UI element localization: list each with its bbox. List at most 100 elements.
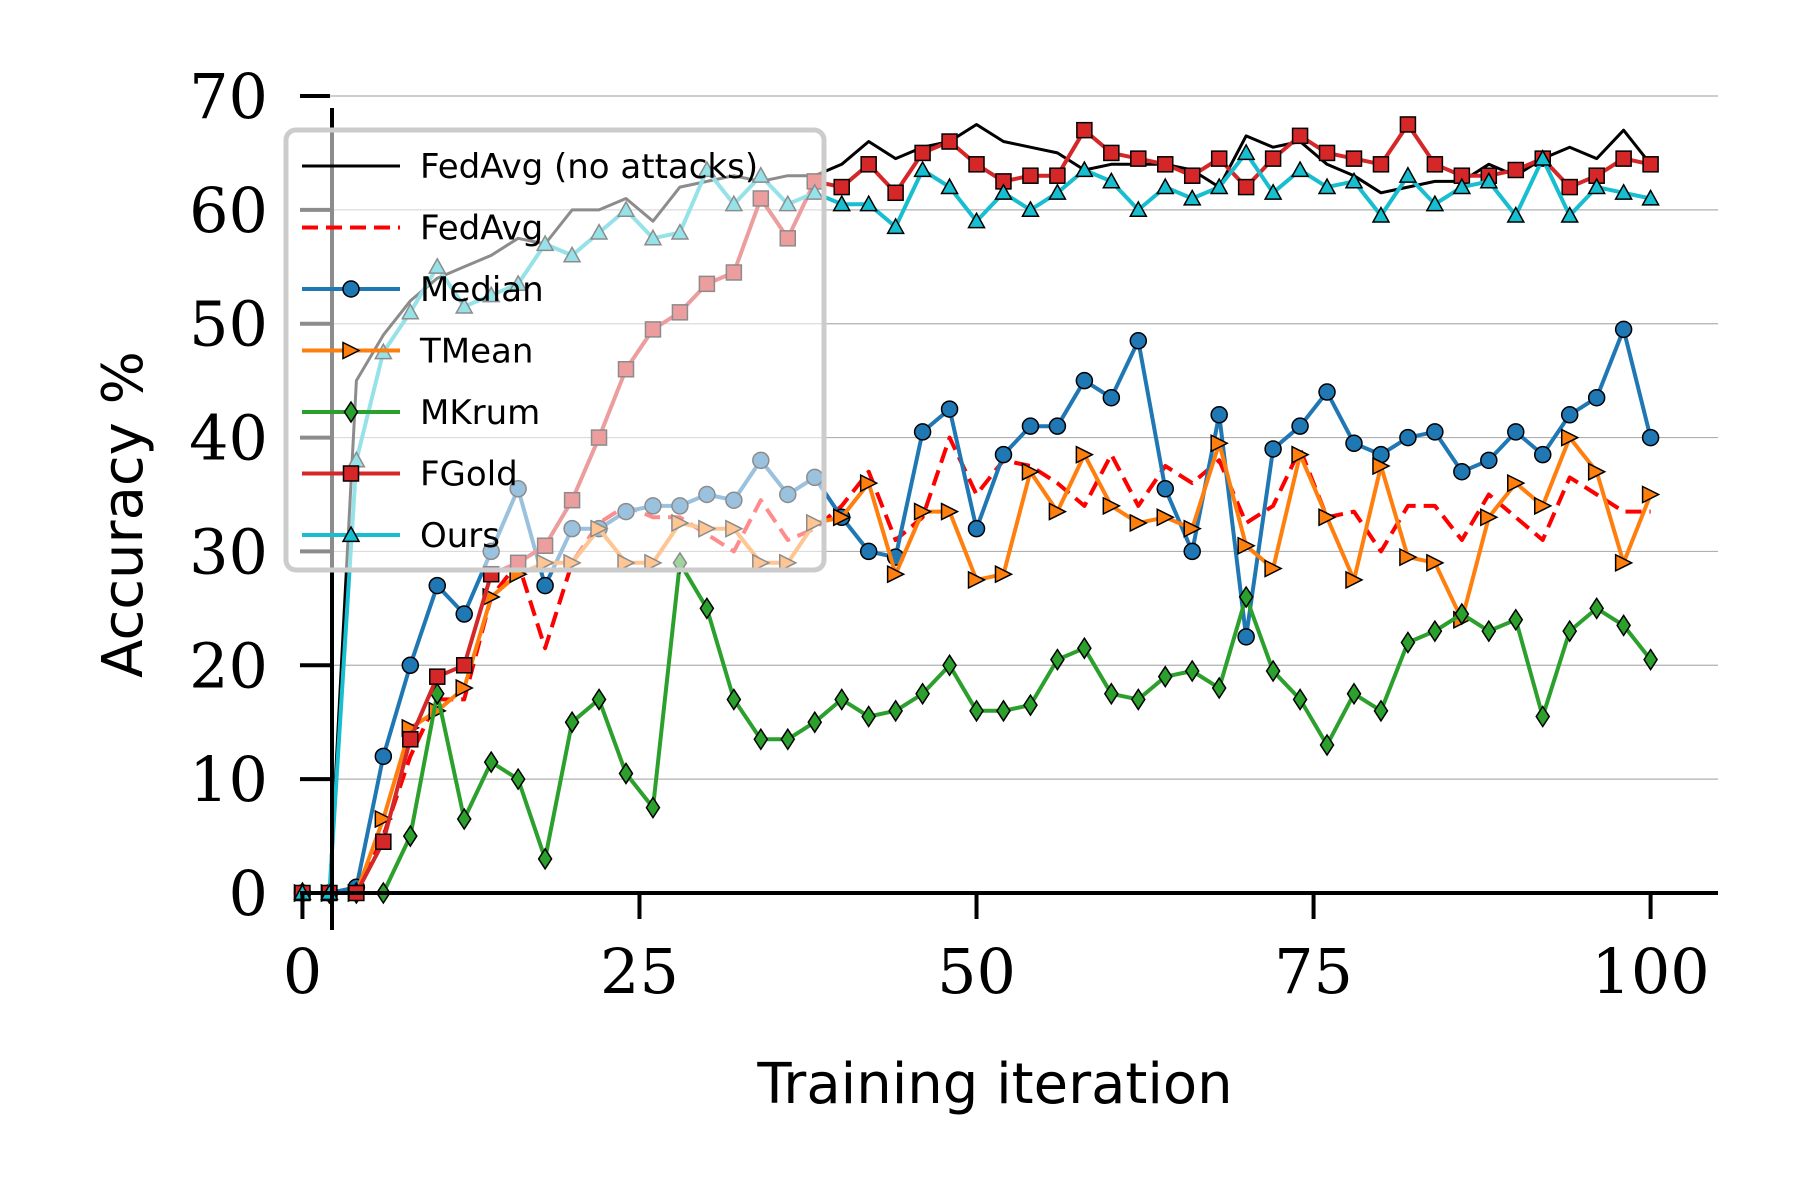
data-point-4-7 (483, 750, 499, 774)
data-point-4-10 (564, 710, 580, 734)
x-tick-label-25: 25 (600, 935, 679, 1008)
data-point-4-25 (969, 699, 984, 723)
data-point-3-29 (1075, 445, 1095, 464)
data-point-3-6 (455, 678, 474, 698)
data-point-5-22 (887, 184, 904, 202)
data-point-2-24 (940, 400, 959, 418)
data-point-5-32 (1157, 156, 1174, 173)
data-point-3-38 (1318, 508, 1337, 527)
data-point-3-26 (994, 564, 1014, 584)
legend-marker-2 (342, 280, 360, 298)
data-point-5-23 (914, 144, 931, 162)
data-point-4-8 (510, 767, 526, 791)
data-point-2-34 (1210, 406, 1228, 424)
data-point-6-22 (886, 217, 905, 235)
data-point-3-40 (1372, 456, 1391, 476)
data-point-5-31 (1130, 150, 1147, 167)
legend-marker-6 (341, 525, 361, 543)
data-point-4-42 (1427, 619, 1443, 643)
data-point-5-3 (375, 833, 392, 851)
data-point-2-27 (1021, 417, 1040, 435)
data-point-5-40 (1372, 156, 1390, 173)
data-point-2-30 (1102, 388, 1121, 407)
data-point-6-23 (913, 160, 932, 178)
y-tick-label-0: 0 (229, 857, 268, 930)
data-point-5-37 (1291, 127, 1309, 145)
data-point-3-37 (1291, 445, 1310, 464)
data-point-4-38 (1319, 733, 1335, 757)
data-point-4-49 (1616, 614, 1632, 637)
data-point-4-4 (402, 824, 418, 848)
data-point-6-34 (1209, 177, 1229, 195)
data-point-4-18 (780, 727, 796, 751)
data-point-3-48 (1587, 462, 1607, 481)
data-point-3-42 (1426, 553, 1445, 573)
data-point-5-5 (429, 668, 446, 685)
data-point-5-42 (1426, 156, 1444, 173)
data-point-6-35 (1236, 143, 1256, 161)
data-point-2-32 (1156, 480, 1175, 498)
series-line-4 (302, 560, 1653, 895)
data-point-6-45 (1506, 206, 1526, 223)
data-point-3-47 (1560, 428, 1580, 447)
data-point-6-33 (1182, 188, 1202, 206)
data-point-2-29 (1075, 371, 1094, 390)
data-point-2-5 (428, 576, 447, 595)
data-point-2-38 (1318, 383, 1336, 401)
data-point-3-45 (1507, 473, 1526, 493)
legend: FedAvg (no attacks) FedAvg Median TMean MKru… (283, 127, 827, 573)
data-point-6-39 (1344, 171, 1364, 189)
data-point-6-38 (1317, 177, 1337, 195)
data-point-3-24 (940, 502, 960, 521)
data-point-5-28 (1049, 167, 1066, 184)
x-tick-label-50: 50 (937, 935, 1016, 1008)
data-point-5-39 (1345, 150, 1363, 167)
data-point-4-48 (1589, 596, 1605, 620)
data-point-6-50 (1641, 188, 1660, 206)
legend-marker-5 (342, 465, 360, 482)
data-point-2-37 (1291, 417, 1309, 435)
legend-label-2: Median (420, 270, 544, 310)
data-point-6-27 (1021, 200, 1040, 218)
data-point-4-24 (942, 653, 957, 677)
data-point-5-29 (1076, 121, 1093, 139)
data-point-3-21 (859, 473, 879, 493)
data-point-2-49 (1614, 320, 1633, 339)
series-1 (302, 435, 1651, 895)
data-point-5-34 (1210, 150, 1228, 167)
data-point-6-46 (1533, 149, 1553, 166)
data-point-4-47 (1562, 619, 1578, 643)
data-point-6-24 (940, 177, 959, 195)
data-point-3-30 (1102, 496, 1122, 516)
legend-marker-3 (342, 341, 361, 360)
data-point-2-44 (1480, 451, 1498, 470)
data-point-4-41 (1400, 631, 1416, 654)
data-point-6-26 (994, 183, 1013, 200)
data-point-2-6 (455, 605, 473, 623)
data-point-2-26 (994, 445, 1013, 464)
data-point-6-31 (1129, 200, 1148, 218)
data-point-3-25 (967, 570, 987, 590)
legend-label-6: Ours (420, 516, 500, 556)
data-point-4-23 (915, 682, 930, 706)
data-point-6-28 (1048, 183, 1067, 200)
data-point-6-41 (1398, 166, 1418, 183)
data-point-2-41 (1399, 428, 1417, 447)
y-tick-label-70: 70 (189, 60, 268, 133)
data-point-5-47 (1561, 178, 1578, 196)
axes: 0 10 20 30 40 50 60 70 0 25 50 75 100 (189, 60, 1718, 1008)
data-point-6-32 (1155, 177, 1175, 195)
data-point-4-15 (699, 596, 715, 620)
data-point-5-45 (1507, 161, 1525, 179)
data-point-4-50 (1643, 648, 1658, 671)
data-point-6-49 (1614, 183, 1633, 200)
data-point-2-42 (1426, 423, 1444, 441)
data-point-3-46 (1533, 496, 1553, 516)
data-point-5-20 (833, 178, 850, 196)
data-point-6-42 (1425, 194, 1445, 212)
data-point-4-26 (996, 699, 1011, 723)
data-point-6-44 (1479, 171, 1499, 189)
legend-label-4: MKrum (420, 393, 540, 433)
series-line-1 (302, 435, 1651, 895)
y-tick-label-10: 10 (189, 743, 268, 816)
